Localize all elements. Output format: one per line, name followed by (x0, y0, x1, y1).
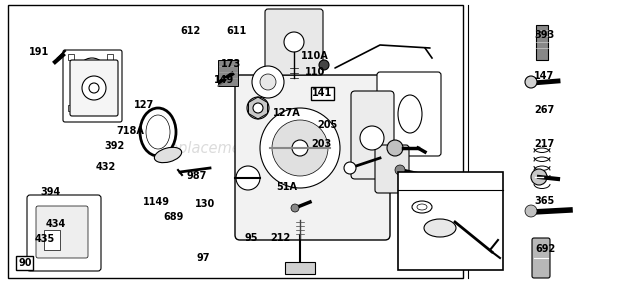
Circle shape (260, 74, 276, 90)
Bar (68, 54, 74, 60)
Bar (44, 230, 60, 250)
Bar (107, 54, 113, 60)
Text: 1149: 1149 (143, 197, 170, 207)
FancyBboxPatch shape (377, 72, 441, 156)
Ellipse shape (154, 147, 182, 163)
Text: 393: 393 (534, 30, 554, 40)
Bar (218, 60, 238, 86)
Text: 365: 365 (534, 196, 554, 206)
FancyBboxPatch shape (265, 9, 323, 75)
FancyBboxPatch shape (532, 238, 550, 278)
Ellipse shape (417, 204, 427, 210)
FancyBboxPatch shape (351, 91, 394, 179)
Circle shape (525, 76, 537, 88)
Text: 173: 173 (221, 59, 241, 69)
Circle shape (387, 140, 403, 156)
Text: 205: 205 (317, 119, 337, 130)
Text: 141: 141 (312, 88, 332, 98)
Text: 212: 212 (270, 233, 290, 243)
Circle shape (360, 126, 384, 150)
Text: 392: 392 (105, 141, 125, 151)
Text: 611: 611 (227, 26, 247, 36)
Text: 191: 191 (29, 46, 49, 57)
Circle shape (292, 140, 308, 156)
Ellipse shape (398, 95, 422, 133)
Bar (398, 172, 503, 270)
Text: 267: 267 (534, 105, 554, 115)
Circle shape (525, 205, 537, 217)
Text: 987: 987 (187, 171, 207, 181)
Circle shape (344, 162, 356, 174)
Circle shape (89, 83, 99, 93)
Circle shape (319, 60, 329, 70)
Text: 51A: 51A (276, 182, 297, 192)
Text: 718A: 718A (117, 126, 144, 136)
Text: 130: 130 (195, 199, 215, 209)
Circle shape (272, 120, 328, 176)
Text: 127: 127 (135, 100, 154, 110)
Text: 95: 95 (244, 233, 258, 243)
Circle shape (284, 32, 304, 52)
Circle shape (253, 103, 263, 113)
Bar (8, 5, 463, 278)
Circle shape (82, 76, 106, 100)
Text: 147: 147 (534, 71, 554, 81)
Text: 434: 434 (46, 218, 66, 229)
Ellipse shape (412, 201, 432, 213)
Circle shape (86, 66, 98, 78)
Circle shape (252, 66, 284, 98)
Text: 217: 217 (534, 139, 554, 149)
FancyBboxPatch shape (63, 50, 122, 122)
FancyBboxPatch shape (36, 206, 88, 258)
Text: 149: 149 (215, 75, 234, 85)
Circle shape (260, 108, 340, 188)
Text: 97: 97 (197, 253, 210, 263)
Circle shape (531, 169, 547, 185)
Text: 110A: 110A (301, 51, 329, 61)
Text: 110: 110 (305, 67, 325, 77)
Bar (536, 25, 548, 60)
Text: 612: 612 (181, 26, 201, 36)
Text: 394: 394 (41, 187, 61, 198)
Text: eReplacementParts.com: eReplacementParts.com (151, 140, 329, 155)
Bar (68, 105, 74, 111)
Text: 90: 90 (18, 258, 32, 268)
Circle shape (291, 204, 299, 212)
Circle shape (236, 166, 260, 190)
Ellipse shape (146, 115, 170, 149)
Text: 689: 689 (164, 212, 184, 222)
Bar (285, 262, 315, 274)
Circle shape (395, 165, 405, 175)
FancyBboxPatch shape (375, 145, 409, 193)
Bar (107, 105, 113, 111)
Text: 692: 692 (536, 244, 556, 254)
FancyBboxPatch shape (235, 75, 390, 240)
Text: 435: 435 (35, 234, 55, 244)
Text: 127A: 127A (273, 108, 300, 118)
Ellipse shape (424, 219, 456, 237)
Text: 432: 432 (95, 162, 115, 172)
Circle shape (78, 58, 106, 86)
Circle shape (247, 97, 269, 119)
Ellipse shape (140, 108, 176, 156)
FancyBboxPatch shape (70, 60, 118, 116)
Text: 203: 203 (311, 139, 331, 149)
FancyBboxPatch shape (27, 195, 101, 271)
